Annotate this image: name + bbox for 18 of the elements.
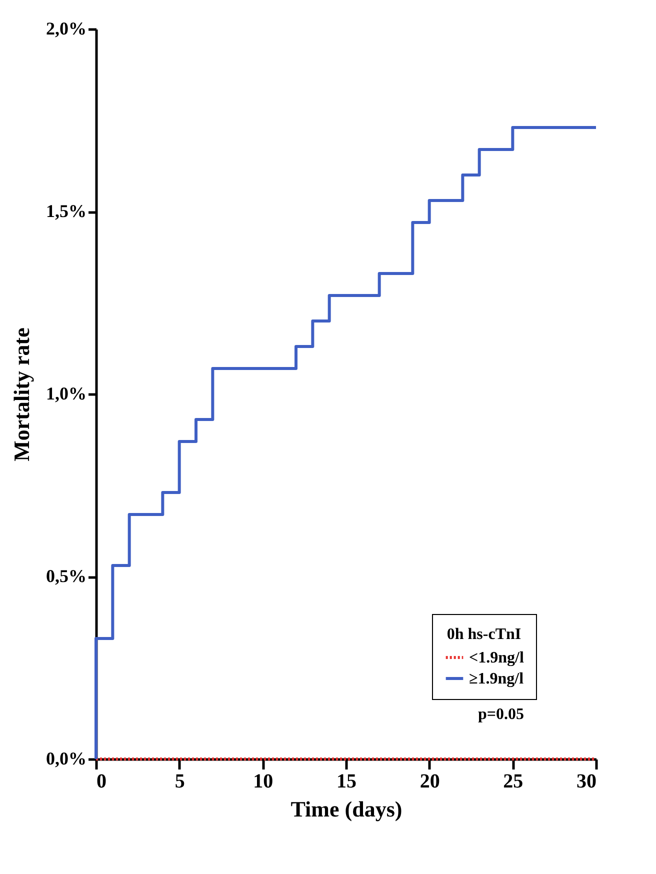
x-axis-title: Time (days) bbox=[290, 796, 402, 822]
x-tick-label: 30 bbox=[576, 770, 596, 792]
x-tick-label: 25 bbox=[503, 770, 524, 792]
y-tick-label: 0,5% bbox=[46, 566, 86, 586]
y-tick-label: 2,0% bbox=[46, 18, 86, 38]
x-tick-label: 5 bbox=[174, 770, 185, 792]
y-tick-label: 0,0% bbox=[46, 748, 86, 768]
y-axis-title: Mortality rate bbox=[9, 327, 34, 462]
x-tick-label: 10 bbox=[253, 770, 274, 792]
x-tick-label: 0 bbox=[96, 770, 106, 792]
x-tick-label: 20 bbox=[420, 770, 440, 792]
legend-label: ≥1.9ng/l bbox=[469, 670, 524, 688]
y-tick-label: 1,5% bbox=[46, 201, 86, 221]
legend-title: 0h hs-cTnI bbox=[446, 626, 522, 643]
legend-label: <1.9ng/l bbox=[469, 650, 524, 666]
y-tick-label: 1,0% bbox=[46, 384, 86, 404]
x-tick-label: 15 bbox=[336, 770, 356, 792]
annotation: p=0.05 bbox=[478, 706, 524, 723]
